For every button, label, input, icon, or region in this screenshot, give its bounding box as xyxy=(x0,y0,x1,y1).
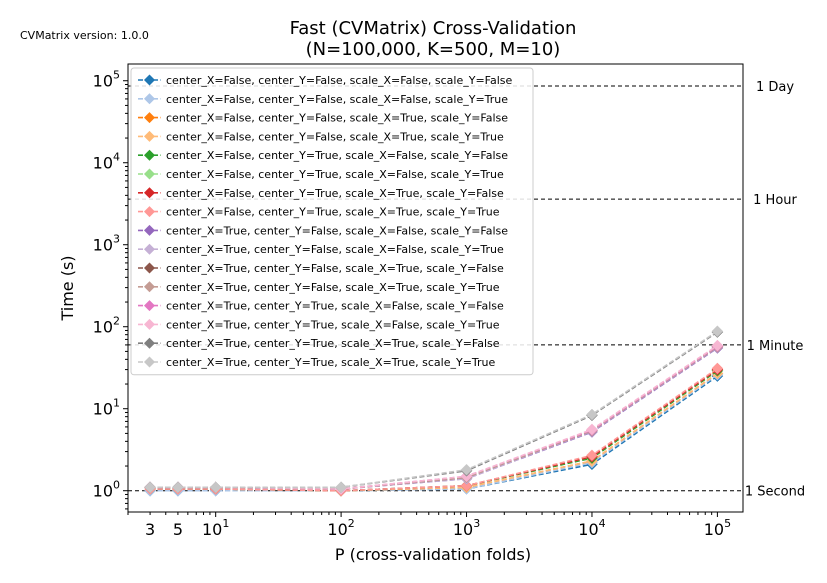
legend-marker xyxy=(144,130,155,142)
legend-marker xyxy=(144,149,155,161)
legend-marker xyxy=(144,74,155,86)
legend-entry: center_X=False, center_Y=True, scale_X=T… xyxy=(138,206,500,219)
legend-marker xyxy=(144,93,155,105)
legend-entry: center_X=False, center_Y=False, scale_X=… xyxy=(138,74,513,87)
data-point xyxy=(172,481,184,494)
legend-marker xyxy=(144,281,155,293)
legend-entry: center_X=True, center_Y=True, scale_X=Fa… xyxy=(138,318,500,331)
reference-line-label: 1 Minute xyxy=(747,339,804,354)
x-axis-label: P (cross-validation folds) xyxy=(335,545,531,564)
x-tick-label: 105 xyxy=(704,517,731,539)
y-tick-label: 104 xyxy=(93,151,120,173)
x-tick-label: 102 xyxy=(327,517,354,539)
reference-line-label: 1 Second xyxy=(745,485,805,500)
legend-entry: center_X=False, center_Y=False, scale_X=… xyxy=(138,93,508,106)
legend-marker xyxy=(144,243,155,255)
data-point xyxy=(711,362,724,375)
legend-label: center_X=True, center_Y=False, scale_X=T… xyxy=(166,262,504,275)
data-point xyxy=(586,423,598,436)
legend-label: center_X=False, center_Y=True, scale_X=F… xyxy=(166,149,508,162)
legend-label: center_X=True, center_Y=True, scale_X=Tr… xyxy=(166,356,496,369)
reference-line-label: 1 Day xyxy=(756,80,794,95)
legend-marker xyxy=(144,206,155,218)
legend-marker xyxy=(144,112,155,124)
data-point xyxy=(144,481,156,494)
legend-label: center_X=True, center_Y=False, scale_X=F… xyxy=(166,243,504,256)
legend-entry: center_X=False, center_Y=False, scale_X=… xyxy=(138,112,508,125)
legend-entry: center_X=False, center_Y=True, scale_X=T… xyxy=(138,187,504,200)
legend-label: center_X=True, center_Y=False, scale_X=F… xyxy=(166,224,508,237)
legend-entry: center_X=True, center_Y=False, scale_X=T… xyxy=(138,262,504,275)
x-tick-label: 101 xyxy=(202,517,229,539)
x-tick-label: 5 xyxy=(173,520,183,539)
legend-entry: center_X=True, center_Y=False, scale_X=T… xyxy=(138,281,500,294)
legend-label: center_X=False, center_Y=False, scale_X=… xyxy=(166,130,504,143)
y-axis-label: Time (s) xyxy=(58,255,77,321)
data-point xyxy=(586,449,598,462)
legend-box xyxy=(130,67,534,376)
legend-entry: center_X=True, center_Y=False, scale_X=F… xyxy=(138,243,504,256)
y-tick-label: 101 xyxy=(93,397,120,419)
legend-entry: center_X=True, center_Y=True, scale_X=Tr… xyxy=(138,356,496,369)
legend-marker xyxy=(144,168,155,180)
legend-label: center_X=False, center_Y=True, scale_X=T… xyxy=(166,206,500,219)
data-point xyxy=(209,481,222,494)
reference-line-label: 1 Hour xyxy=(753,193,797,208)
legend-label: center_X=False, center_Y=False, scale_X=… xyxy=(166,74,513,87)
legend-label: center_X=True, center_Y=False, scale_X=T… xyxy=(166,281,500,294)
data-point xyxy=(711,325,724,338)
legend-entry: center_X=False, center_Y=False, scale_X=… xyxy=(138,130,504,143)
legend-marker xyxy=(144,262,155,274)
legend-label: center_X=True, center_Y=True, scale_X=Fa… xyxy=(166,318,500,331)
legend-entry: center_X=False, center_Y=True, scale_X=F… xyxy=(138,149,508,162)
legend-marker xyxy=(144,356,155,368)
legend-marker xyxy=(144,337,155,349)
data-point xyxy=(335,481,347,494)
y-tick-label: 102 xyxy=(93,315,120,337)
legend-marker xyxy=(144,187,155,199)
x-tick-label: 3 xyxy=(145,520,155,539)
data-point xyxy=(711,339,724,352)
legend-entry: center_X=True, center_Y=True, scale_X=Tr… xyxy=(138,337,500,350)
y-axis-ticks: 100 101 102 103 104 105 xyxy=(93,69,128,510)
reference-lines: 1 Second 1 Minute 1 Hour 1 Day xyxy=(128,80,805,500)
legend-entry: center_X=True, center_Y=True, scale_X=Fa… xyxy=(138,300,504,313)
chart-title: Fast (CVMatrix) Cross-Validation xyxy=(290,18,577,39)
legend-label: center_X=False, center_Y=True, scale_X=F… xyxy=(166,168,504,181)
y-tick-label: 100 xyxy=(93,479,120,501)
legend-label: center_X=True, center_Y=True, scale_X=Fa… xyxy=(166,300,504,313)
series-layer xyxy=(144,325,724,497)
legend-entry: center_X=False, center_Y=True, scale_X=F… xyxy=(138,168,504,181)
data-point xyxy=(460,479,473,492)
legend-label: center_X=False, center_Y=False, scale_X=… xyxy=(166,112,508,125)
data-point xyxy=(460,463,473,476)
legend-marker xyxy=(144,224,155,236)
legend-label: center_X=False, center_Y=False, scale_X=… xyxy=(166,93,508,106)
y-tick-label: 103 xyxy=(93,233,120,255)
legend-label: center_X=False, center_Y=True, scale_X=T… xyxy=(166,187,504,200)
x-tick-label: 104 xyxy=(578,517,605,539)
x-tick-label: 103 xyxy=(453,517,480,539)
legend-entry: center_X=True, center_Y=False, scale_X=F… xyxy=(138,224,508,237)
legend-marker xyxy=(144,318,155,330)
y-tick-label: 105 xyxy=(93,69,120,91)
x-axis-ticks: 3 5 101 102 103 104 105 xyxy=(127,512,731,539)
data-point xyxy=(586,408,598,421)
legend-label: center_X=True, center_Y=True, scale_X=Tr… xyxy=(166,337,500,350)
legend: center_X=False, center_Y=False, scale_X=… xyxy=(130,67,534,376)
version-note: CVMatrix version: 1.0.0 xyxy=(20,29,149,42)
series-group xyxy=(144,325,724,494)
chart-subtitle: (N=100,000, K=500, M=10) xyxy=(306,39,561,60)
legend-marker xyxy=(144,300,155,312)
